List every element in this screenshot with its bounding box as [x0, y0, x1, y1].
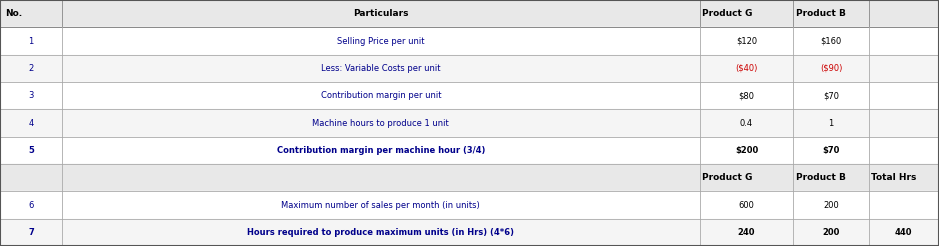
Text: $160: $160: [821, 36, 841, 46]
Text: $200: $200: [735, 146, 758, 155]
Text: Product G: Product G: [702, 173, 753, 182]
Text: 200: 200: [824, 200, 839, 210]
Text: $70: $70: [823, 91, 839, 100]
Text: 200: 200: [823, 228, 839, 237]
Text: ($40): ($40): [735, 64, 758, 73]
Text: Product B: Product B: [796, 9, 846, 18]
Text: No.: No.: [5, 9, 22, 18]
Text: 5: 5: [28, 146, 34, 155]
Text: Maximum number of sales per month (in units): Maximum number of sales per month (in un…: [282, 200, 480, 210]
Text: 0.4: 0.4: [740, 119, 753, 127]
Text: 1: 1: [828, 119, 834, 127]
Text: 2: 2: [28, 64, 34, 73]
Text: Selling Price per unit: Selling Price per unit: [337, 36, 424, 46]
Text: $70: $70: [823, 146, 839, 155]
Text: Contribution margin per machine hour (3/4): Contribution margin per machine hour (3/…: [277, 146, 485, 155]
Text: 7: 7: [28, 228, 34, 237]
Text: 4: 4: [28, 119, 34, 127]
Text: 440: 440: [895, 228, 913, 237]
Text: $120: $120: [736, 36, 757, 46]
Text: $80: $80: [738, 91, 755, 100]
Text: Machine hours to produce 1 unit: Machine hours to produce 1 unit: [313, 119, 449, 127]
Text: Product G: Product G: [702, 9, 753, 18]
Text: Less: Variable Costs per unit: Less: Variable Costs per unit: [321, 64, 440, 73]
Text: ($90): ($90): [820, 64, 842, 73]
Text: 3: 3: [28, 91, 34, 100]
Text: 1: 1: [28, 36, 34, 46]
Text: Total Hrs: Total Hrs: [871, 173, 916, 182]
Text: Hours required to produce maximum units (in Hrs) (4*6): Hours required to produce maximum units …: [247, 228, 515, 237]
Text: Contribution margin per unit: Contribution margin per unit: [320, 91, 441, 100]
Text: 240: 240: [738, 228, 755, 237]
Text: 600: 600: [739, 200, 754, 210]
Text: Product B: Product B: [796, 173, 846, 182]
Text: 6: 6: [28, 200, 34, 210]
Text: Particulars: Particulars: [353, 9, 408, 18]
